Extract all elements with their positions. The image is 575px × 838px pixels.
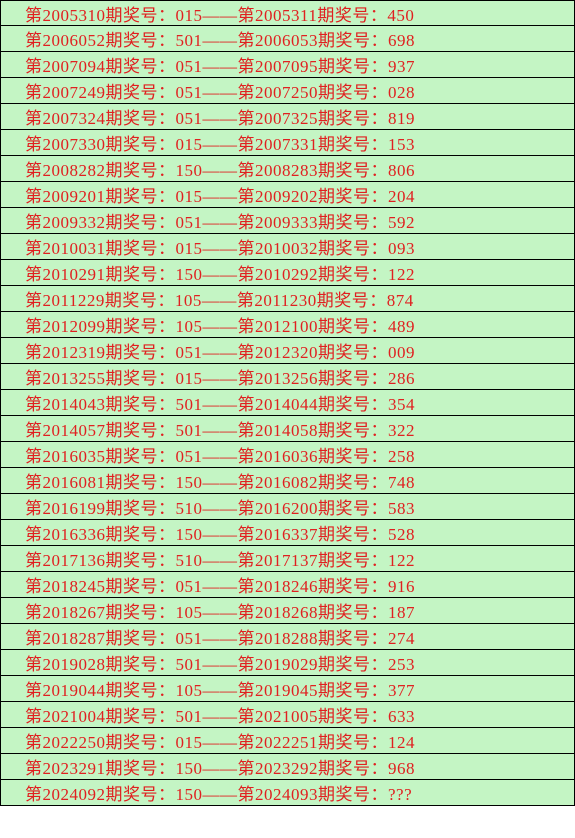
- table-row: 第2010031期奖号：015——第2010032期奖号：093: [0, 234, 575, 260]
- table-row: 第2021004期奖号：501——第2021005期奖号：633: [0, 702, 575, 728]
- table-row: 第2016336期奖号：150——第2016337期奖号：528: [0, 520, 575, 546]
- row-text: 第2024092期奖号：150——第2024093期奖号：???: [25, 780, 412, 805]
- row-text: 第2022250期奖号：015——第2022251期奖号：124: [25, 728, 415, 753]
- table-row: 第2011229期奖号：105——第2011230期奖号：874: [0, 286, 575, 312]
- row-text: 第2012099期奖号：105——第2012100期奖号：489: [25, 312, 415, 337]
- table-row: 第2008282期奖号：150——第2008283期奖号：806: [0, 156, 575, 182]
- row-text: 第2018267期奖号：105——第2018268期奖号：187: [25, 598, 415, 623]
- row-text: 第2016081期奖号：150——第2016082期奖号：748: [25, 468, 415, 493]
- row-text: 第2019044期奖号：105——第2019045期奖号：377: [25, 676, 415, 701]
- table-row: 第2014057期奖号：501——第2014058期奖号：322: [0, 416, 575, 442]
- table-row: 第2013255期奖号：015——第2013256期奖号：286: [0, 364, 575, 390]
- row-text: 第2007330期奖号：015——第2007331期奖号：153: [25, 130, 415, 155]
- table-row: 第2007330期奖号：015——第2007331期奖号：153: [0, 130, 575, 156]
- row-text: 第2016199期奖号：510——第2016200期奖号：583: [25, 494, 415, 519]
- table-row: 第2018267期奖号：105——第2018268期奖号：187: [0, 598, 575, 624]
- table-row: 第2024092期奖号：150——第2024093期奖号：???: [0, 780, 575, 806]
- table-row: 第2006052期奖号：501——第2006053期奖号：698: [0, 26, 575, 52]
- table-row: 第2019028期奖号：501——第2019029期奖号：253: [0, 650, 575, 676]
- row-text: 第2017136期奖号：510——第2017137期奖号：122: [25, 546, 415, 571]
- row-text: 第2016336期奖号：150——第2016337期奖号：528: [25, 520, 415, 545]
- row-text: 第2013255期奖号：015——第2013256期奖号：286: [25, 364, 415, 389]
- table-row: 第2005310期奖号：015——第2005311期奖号：450: [0, 0, 575, 26]
- table-row: 第2012319期奖号：051——第2012320期奖号：009: [0, 338, 575, 364]
- row-text: 第2008282期奖号：150——第2008283期奖号：806: [25, 156, 415, 181]
- table-row: 第2018287期奖号：051——第2018288期奖号：274: [0, 624, 575, 650]
- table-row: 第2016199期奖号：510——第2016200期奖号：583: [0, 494, 575, 520]
- row-text: 第2007249期奖号：051——第2007250期奖号：028: [25, 78, 415, 103]
- table-row: 第2012099期奖号：105——第2012100期奖号：489: [0, 312, 575, 338]
- table-row: 第2010291期奖号：150——第2010292期奖号：122: [0, 260, 575, 286]
- row-text: 第2014057期奖号：501——第2014058期奖号：322: [25, 416, 415, 441]
- table-row: 第2009201期奖号：015——第2009202期奖号：204: [0, 182, 575, 208]
- row-text: 第2007324期奖号：051——第2007325期奖号：819: [25, 104, 415, 129]
- row-text: 第2018245期奖号：051——第2018246期奖号：916: [25, 572, 415, 597]
- row-text: 第2011229期奖号：105——第2011230期奖号：874: [25, 286, 414, 311]
- table-row: 第2016035期奖号：051——第2016036期奖号：258: [0, 442, 575, 468]
- table-row: 第2018245期奖号：051——第2018246期奖号：916: [0, 572, 575, 598]
- row-text: 第2014043期奖号：501——第2014044期奖号：354: [25, 390, 415, 415]
- row-text: 第2005310期奖号：015——第2005311期奖号：450: [25, 1, 414, 26]
- row-text: 第2007094期奖号：051——第2007095期奖号：937: [25, 52, 415, 77]
- table-row: 第2022250期奖号：015——第2022251期奖号：124: [0, 728, 575, 754]
- table-row: 第2014043期奖号：501——第2014044期奖号：354: [0, 390, 575, 416]
- row-text: 第2009332期奖号：051——第2009333期奖号：592: [25, 208, 415, 233]
- row-text: 第2009201期奖号：015——第2009202期奖号：204: [25, 182, 415, 207]
- table-row: 第2007324期奖号：051——第2007325期奖号：819: [0, 104, 575, 130]
- row-text: 第2016035期奖号：051——第2016036期奖号：258: [25, 442, 415, 467]
- table-row: 第2017136期奖号：510——第2017137期奖号：122: [0, 546, 575, 572]
- row-text: 第2019028期奖号：501——第2019029期奖号：253: [25, 650, 415, 675]
- row-text: 第2010031期奖号：015——第2010032期奖号：093: [25, 234, 415, 259]
- row-text: 第2010291期奖号：150——第2010292期奖号：122: [25, 260, 415, 285]
- row-text: 第2012319期奖号：051——第2012320期奖号：009: [25, 338, 415, 363]
- row-text: 第2021004期奖号：501——第2021005期奖号：633: [25, 702, 415, 727]
- row-text: 第2018287期奖号：051——第2018288期奖号：274: [25, 624, 415, 649]
- row-text: 第2006052期奖号：501——第2006053期奖号：698: [25, 26, 415, 51]
- table-row: 第2019044期奖号：105——第2019045期奖号：377: [0, 676, 575, 702]
- table-row: 第2007249期奖号：051——第2007250期奖号：028: [0, 78, 575, 104]
- table-row: 第2009332期奖号：051——第2009333期奖号：592: [0, 208, 575, 234]
- table-row: 第2007094期奖号：051——第2007095期奖号：937: [0, 52, 575, 78]
- row-text: 第2023291期奖号：150——第2023292期奖号：968: [25, 754, 415, 779]
- table-row: 第2016081期奖号：150——第2016082期奖号：748: [0, 468, 575, 494]
- lottery-history-table: 第2005310期奖号：015——第2005311期奖号：450第2006052…: [0, 0, 575, 806]
- table-row: 第2023291期奖号：150——第2023292期奖号：968: [0, 754, 575, 780]
